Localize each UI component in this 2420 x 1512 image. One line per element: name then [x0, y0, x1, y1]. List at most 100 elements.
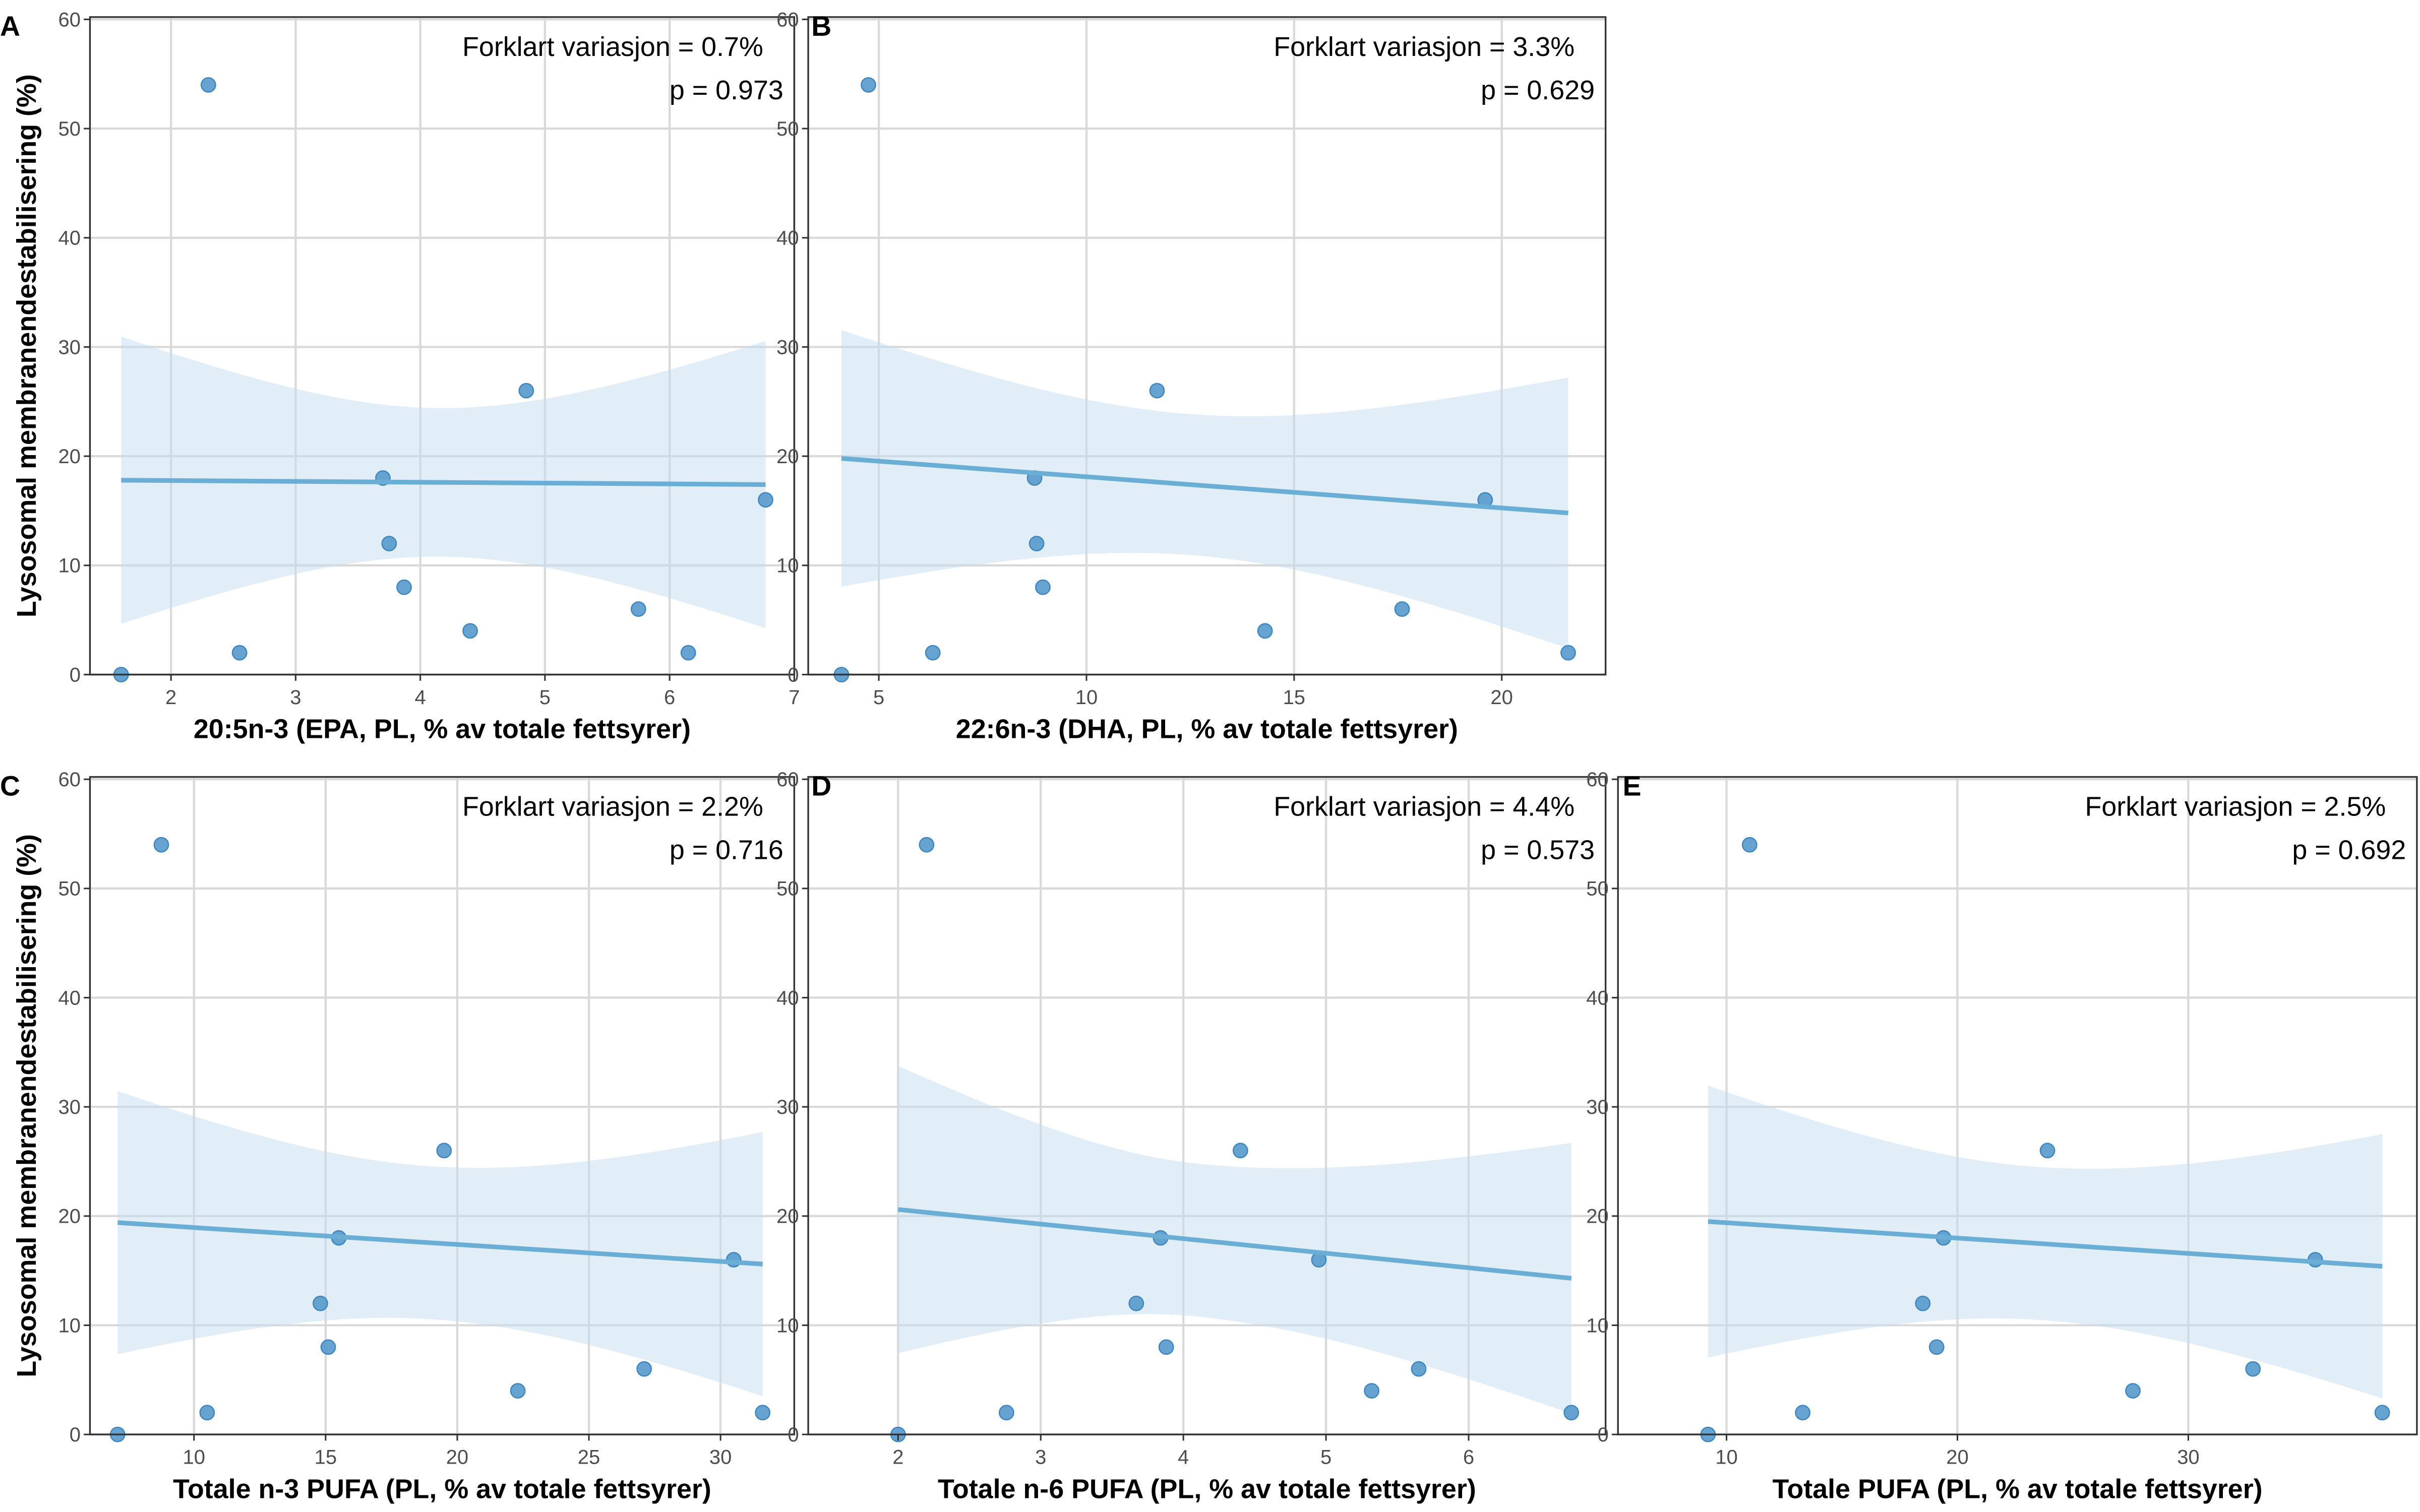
- x-tick-label: 5: [873, 686, 884, 709]
- data-point: [1560, 645, 1576, 661]
- y-tick-label: 30: [58, 336, 81, 358]
- x-axis-title: Totale n-6 PUFA (PL, % av totale fettsyr…: [938, 1474, 1476, 1504]
- x-tick-label: 20: [1946, 1446, 1969, 1469]
- data-point: [636, 1361, 652, 1377]
- data-point: [1028, 536, 1045, 551]
- x-tick-label: 20: [446, 1446, 468, 1469]
- y-tick-label: 10: [776, 555, 799, 577]
- data-point: [925, 645, 941, 661]
- y-tick-label: 0: [788, 664, 799, 686]
- x-tick-label: 15: [1283, 686, 1306, 709]
- data-point: [381, 536, 397, 551]
- data-point: [1394, 601, 1410, 617]
- data-point: [1741, 837, 1758, 853]
- data-point: [1158, 1339, 1174, 1355]
- y-tick-label: 20: [776, 446, 799, 468]
- y-tick-label: 30: [776, 336, 799, 358]
- data-point: [1795, 1405, 1811, 1421]
- data-point: [998, 1405, 1014, 1421]
- y-tick-label: 50: [58, 118, 81, 140]
- y-axis-title: Lysosomal membranendestabilisering (%): [12, 74, 42, 617]
- y-tick-label: 20: [58, 446, 81, 468]
- data-point: [2125, 1383, 2141, 1399]
- x-tick-label: 10: [1715, 1446, 1738, 1469]
- data-point: [758, 492, 773, 508]
- y-tick-label: 20: [58, 1206, 81, 1228]
- regression-line: [117, 1220, 763, 1267]
- data-point: [510, 1383, 526, 1399]
- panel-label: B: [811, 11, 831, 42]
- x-tick-label: 7: [789, 686, 800, 709]
- data-point: [1563, 1405, 1580, 1421]
- y-tick-label: 50: [58, 878, 81, 900]
- y-tick-label: 60: [1586, 769, 1609, 791]
- x-tick-label: 4: [415, 686, 426, 709]
- data-point: [462, 623, 478, 639]
- data-point: [630, 601, 646, 617]
- y-tick-label: 40: [58, 227, 81, 249]
- x-tick-label: 4: [1178, 1446, 1189, 1469]
- variance-explained-annotation: Forklart variasjon = 3.3%: [1274, 32, 1575, 62]
- y-tick-label: 40: [58, 987, 81, 1009]
- panel-label: C: [0, 770, 20, 801]
- y-tick-label: 60: [58, 9, 81, 31]
- y-axis-title: Lysosomal membranendestabilisering (%): [12, 834, 42, 1377]
- variance-explained-annotation: Forklart variasjon = 2.5%: [2085, 791, 2386, 822]
- panel-b: 0 10 20 30 40 50 60 5 10 15 20 22:6n-3 (DHA, PL, % …: [776, 9, 1607, 744]
- x-tick-label: 30: [2177, 1446, 2200, 1469]
- data-point: [1257, 623, 1273, 639]
- data-point: [199, 1405, 215, 1421]
- y-tick-label: 60: [58, 769, 81, 791]
- y-tick-label: 50: [776, 118, 799, 140]
- y-tick-label: 30: [1586, 1096, 1609, 1118]
- x-tick-label: 3: [1035, 1446, 1046, 1469]
- data-point: [1915, 1295, 1931, 1311]
- data-point: [436, 1143, 452, 1159]
- y-tick-label: 50: [776, 878, 799, 900]
- x-tick-label: 6: [664, 686, 675, 709]
- panel-label: A: [0, 11, 20, 42]
- y-tick-label: 0: [70, 664, 81, 686]
- data-point: [755, 1405, 771, 1421]
- panel-label: D: [811, 770, 831, 801]
- data-point: [313, 1295, 328, 1311]
- x-tick-label: 6: [1463, 1446, 1474, 1469]
- panel-a: 0 10 20 30 40 50 60 2 3 4 5 6 7 20:5n-3 (EPA, PL, % a…: [0, 9, 800, 744]
- data-point: [861, 77, 876, 93]
- data-point: [200, 77, 216, 93]
- data-point: [1035, 579, 1051, 595]
- y-tick-label: 0: [1598, 1424, 1609, 1446]
- y-tick-label: 30: [776, 1096, 799, 1118]
- y-tick-label: 10: [776, 1314, 799, 1337]
- x-tick-label: 15: [315, 1446, 337, 1469]
- data-point: [396, 579, 412, 595]
- y-tick-label: 40: [776, 987, 799, 1009]
- data-point: [1128, 1295, 1144, 1311]
- x-tick-label: 10: [1075, 686, 1098, 709]
- x-axis-title: Totale n-3 PUFA (PL, % av totale fettsyr…: [173, 1474, 711, 1504]
- plot-frame: [89, 776, 796, 1435]
- x-axis-title: Totale PUFA (PL, % av totale fettsyrer): [1772, 1474, 2262, 1504]
- data-point: [2039, 1143, 2055, 1159]
- variance-explained-annotation: Forklart variasjon = 2.2%: [462, 791, 763, 822]
- confidence-band: [898, 1065, 1571, 1414]
- data-point: [518, 383, 534, 399]
- p-value-annotation: p = 0.573: [1481, 835, 1595, 865]
- y-tick-label: 20: [776, 1206, 799, 1228]
- x-axis-title: 22:6n-3 (DHA, PL, % av totale fettsyrer): [956, 714, 1458, 744]
- y-tick-label: 10: [58, 555, 81, 577]
- x-axis-title: 20:5n-3 (EPA, PL, % av totale fettsyrer): [194, 714, 691, 744]
- plot-frame: [89, 16, 796, 676]
- variance-explained-annotation: Forklart variasjon = 4.4%: [1274, 791, 1575, 822]
- y-tick-label: 40: [776, 227, 799, 249]
- x-tick-label: 2: [892, 1446, 903, 1469]
- p-value-annotation: p = 0.692: [2292, 835, 2406, 865]
- x-tick-label: 5: [539, 686, 551, 709]
- x-tick-label: 2: [165, 686, 176, 709]
- variance-explained-annotation: Forklart variasjon = 0.7%: [462, 32, 763, 62]
- x-tick-label: 5: [1320, 1446, 1332, 1469]
- data-point: [2245, 1361, 2261, 1377]
- p-value-annotation: p = 0.973: [670, 75, 783, 105]
- data-point: [680, 645, 696, 661]
